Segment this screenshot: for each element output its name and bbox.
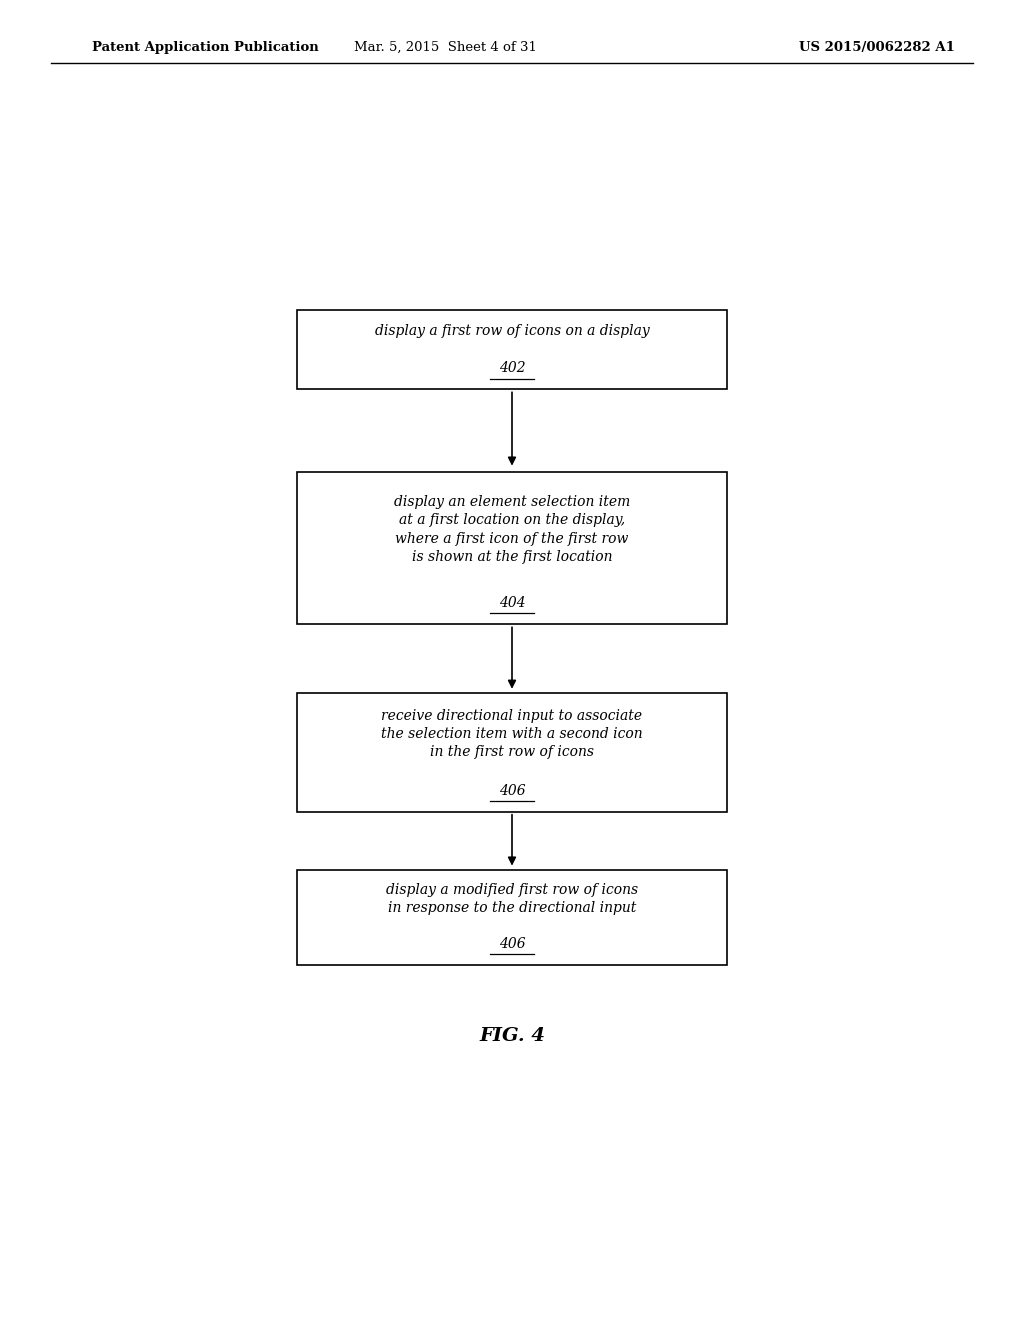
Text: receive directional input to associate
the selection item with a second icon
in : receive directional input to associate t… [381,709,643,759]
FancyBboxPatch shape [297,870,727,965]
Text: 402: 402 [499,362,525,375]
Text: FIG. 4: FIG. 4 [479,1027,545,1045]
Text: US 2015/0062282 A1: US 2015/0062282 A1 [799,41,954,54]
Text: 406: 406 [499,937,525,950]
Text: display a modified first row of icons
in response to the directional input: display a modified first row of icons in… [386,883,638,915]
Text: Patent Application Publication: Patent Application Publication [92,41,318,54]
Text: 404: 404 [499,595,525,610]
Text: display a first row of icons on a display: display a first row of icons on a displa… [375,325,649,338]
Text: 406: 406 [499,784,525,797]
FancyBboxPatch shape [297,473,727,624]
Text: display an element selection item
at a first location on the display,
where a fi: display an element selection item at a f… [394,495,630,564]
FancyBboxPatch shape [297,310,727,389]
Text: Mar. 5, 2015  Sheet 4 of 31: Mar. 5, 2015 Sheet 4 of 31 [354,41,537,54]
FancyBboxPatch shape [297,693,727,812]
